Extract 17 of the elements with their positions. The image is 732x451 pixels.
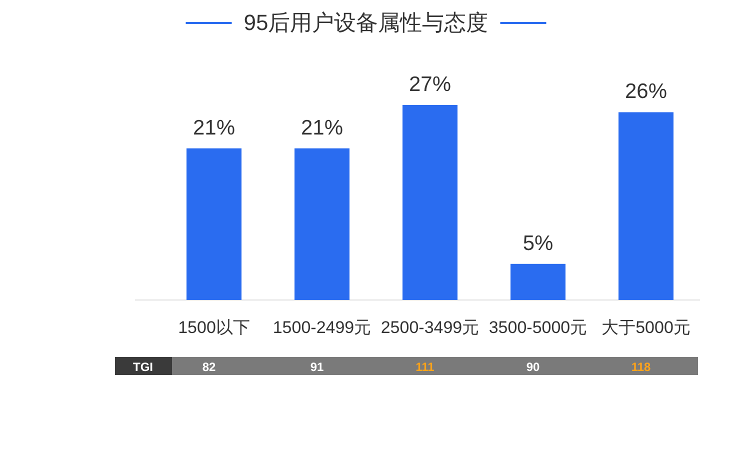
text: 82: [202, 360, 216, 374]
data-label: 5%: [522, 232, 554, 255]
x-tick-label: 1500-2499元: [272, 318, 372, 337]
text: 90: [526, 360, 540, 374]
data-label: 26%: [624, 80, 668, 104]
title: 95后用户设备属性与态度: [244, 10, 488, 35]
text: 118: [631, 360, 652, 374]
x-tick-label: 1500以下: [178, 318, 250, 337]
text: 111: [416, 360, 435, 374]
text: TGI: [133, 360, 153, 374]
data-label: 21%: [300, 116, 344, 140]
x-tick-label: 2500-3499元: [380, 318, 480, 337]
x-tick-label: 大于5000元: [602, 318, 690, 337]
data-label: 21%: [192, 116, 236, 140]
data-label: 27%: [408, 73, 452, 96]
x-tick-label: 3500-5000元: [488, 318, 588, 337]
text: 91: [310, 360, 324, 374]
